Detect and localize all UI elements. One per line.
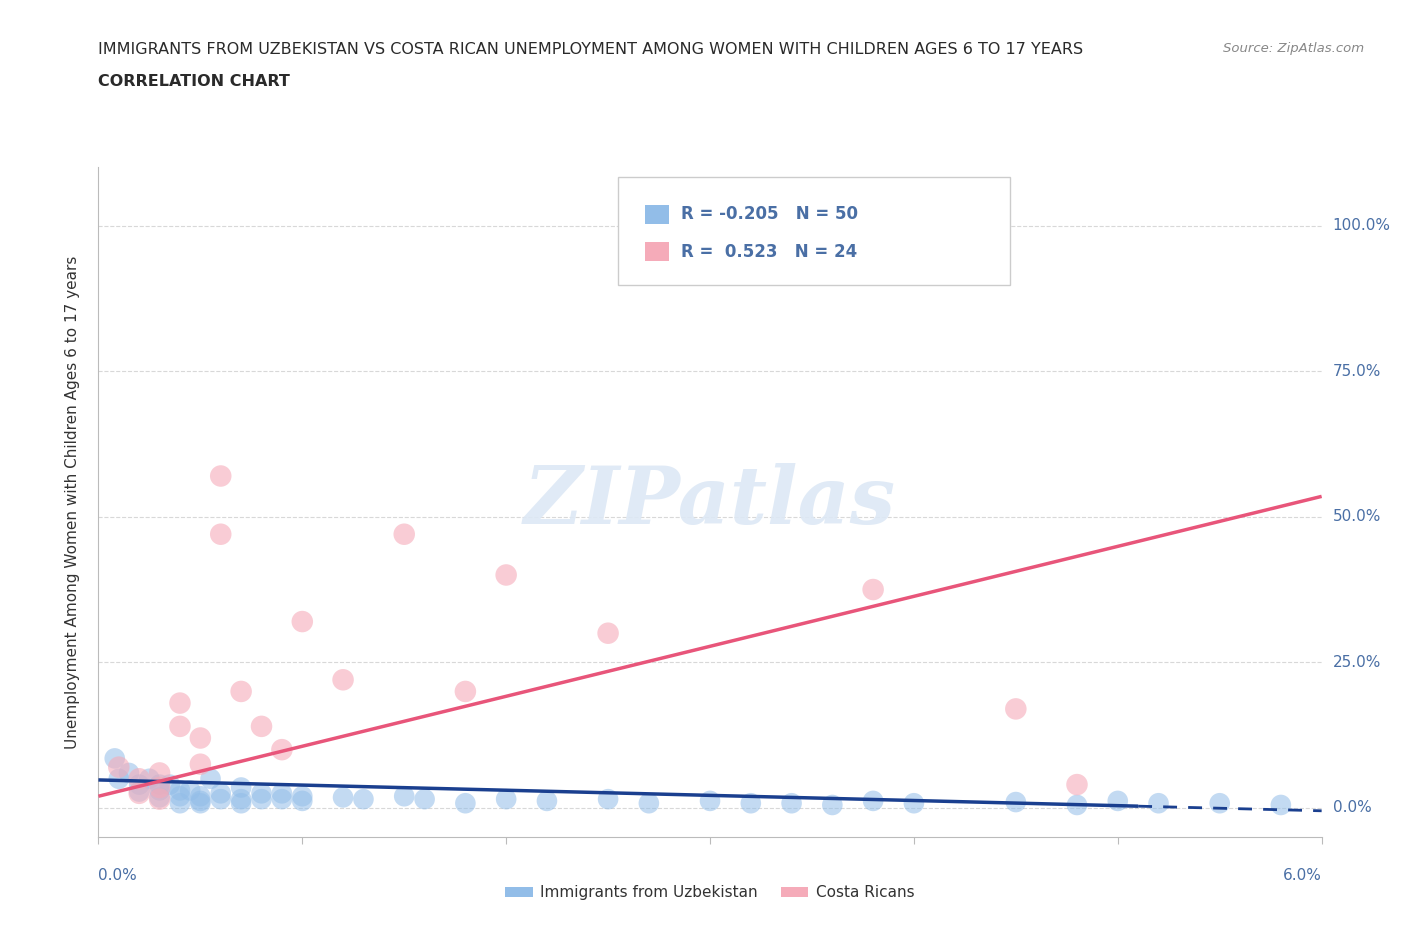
Text: IMMIGRANTS FROM UZBEKISTAN VS COSTA RICAN UNEMPLOYMENT AMONG WOMEN WITH CHILDREN: IMMIGRANTS FROM UZBEKISTAN VS COSTA RICA… <box>98 42 1084 57</box>
Point <box>188 757 212 772</box>
Point <box>862 582 884 597</box>
Text: Source: ZipAtlas.com: Source: ZipAtlas.com <box>1223 42 1364 55</box>
Point <box>209 469 232 484</box>
Text: 75.0%: 75.0% <box>1333 364 1381 379</box>
Point <box>138 771 160 786</box>
Point <box>1208 796 1232 811</box>
Text: R = -0.205   N = 50: R = -0.205 N = 50 <box>682 206 859 223</box>
Point <box>104 751 127 765</box>
Point <box>118 765 141 780</box>
Point <box>250 791 273 806</box>
Point <box>270 742 292 757</box>
Point <box>108 760 131 775</box>
Point <box>169 696 191 711</box>
Point <box>250 719 273 734</box>
Point <box>188 789 212 804</box>
Point <box>392 526 416 541</box>
Point <box>200 771 222 786</box>
FancyBboxPatch shape <box>619 178 1010 285</box>
Point <box>128 784 150 799</box>
Point <box>1147 796 1170 811</box>
Text: 0.0%: 0.0% <box>1333 801 1371 816</box>
Point <box>209 786 232 801</box>
Text: 25.0%: 25.0% <box>1333 655 1381 670</box>
Text: R =  0.523   N = 24: R = 0.523 N = 24 <box>682 243 858 260</box>
Y-axis label: Unemployment Among Women with Children Ages 6 to 17 years: Unemployment Among Women with Children A… <box>65 256 80 749</box>
Point <box>536 793 558 808</box>
Point <box>495 567 517 582</box>
Point <box>250 786 273 801</box>
Text: ZIPatlas: ZIPatlas <box>524 463 896 541</box>
Point <box>1066 798 1088 813</box>
Point <box>188 731 212 746</box>
Point <box>159 777 181 792</box>
Point <box>780 796 803 811</box>
Point <box>231 684 253 698</box>
Point <box>149 777 172 792</box>
Point <box>291 789 314 804</box>
Point <box>740 796 762 811</box>
Point <box>413 791 436 806</box>
Point <box>169 783 191 798</box>
Point <box>332 790 354 804</box>
Legend: Immigrants from Uzbekistan, Costa Ricans: Immigrants from Uzbekistan, Costa Ricans <box>499 879 921 907</box>
Point <box>108 771 131 786</box>
Point <box>598 791 620 806</box>
Point <box>332 672 354 687</box>
Point <box>209 526 232 541</box>
Point <box>392 789 416 804</box>
Point <box>1004 794 1026 809</box>
Point <box>149 765 172 780</box>
Point <box>169 719 191 734</box>
Point <box>231 796 253 811</box>
Point <box>1270 798 1292 813</box>
Point <box>231 791 253 806</box>
Point <box>291 793 314 808</box>
Text: CORRELATION CHART: CORRELATION CHART <box>98 74 290 89</box>
Point <box>352 791 374 806</box>
Point <box>149 791 172 806</box>
Point <box>128 777 150 792</box>
Point <box>598 626 620 641</box>
Point <box>699 793 721 808</box>
Point <box>1004 701 1026 716</box>
Point <box>454 684 477 698</box>
Point <box>128 771 150 786</box>
Point <box>270 791 292 806</box>
Point <box>821 798 844 813</box>
Point <box>149 790 172 804</box>
Text: 6.0%: 6.0% <box>1282 868 1322 883</box>
Point <box>149 783 172 798</box>
Point <box>209 791 232 806</box>
FancyBboxPatch shape <box>645 205 669 223</box>
Point <box>454 796 477 811</box>
Point <box>291 614 314 629</box>
Point <box>637 796 661 811</box>
Point <box>1066 777 1088 792</box>
Point <box>188 793 212 808</box>
Point <box>270 786 292 801</box>
Point <box>149 780 172 795</box>
Point <box>128 786 150 801</box>
FancyBboxPatch shape <box>645 242 669 261</box>
Point <box>495 791 517 806</box>
Text: 0.0%: 0.0% <box>98 868 138 883</box>
Point <box>231 780 253 795</box>
Text: 100.0%: 100.0% <box>1333 219 1391 233</box>
Point <box>169 789 191 804</box>
Point <box>1107 793 1129 808</box>
Point <box>188 796 212 811</box>
Point <box>862 793 884 808</box>
Point <box>179 783 201 798</box>
Point <box>903 796 925 811</box>
Text: 50.0%: 50.0% <box>1333 510 1381 525</box>
Point <box>169 796 191 811</box>
